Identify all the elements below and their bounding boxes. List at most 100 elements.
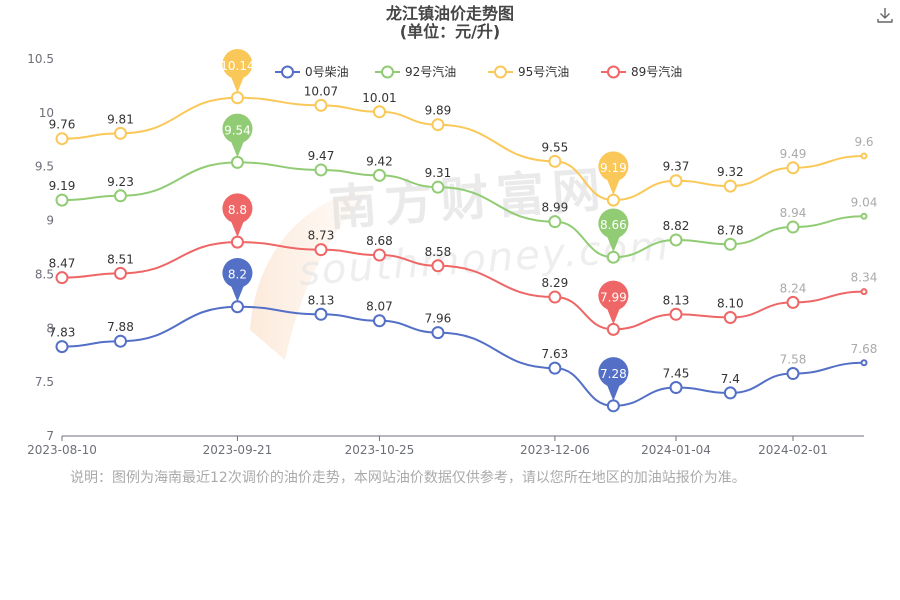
data-point <box>723 311 737 325</box>
data-label: 9.49 <box>780 147 807 161</box>
data-point <box>669 381 683 395</box>
y-tick-label: 10 <box>39 106 54 120</box>
data-point <box>548 290 562 304</box>
pin-label: 9.19 <box>600 161 627 175</box>
data-point <box>230 235 244 249</box>
legend-swatch-dot <box>607 65 620 79</box>
legend-swatch-dot <box>281 65 294 79</box>
data-label: 7.58 <box>780 353 807 367</box>
data-label: 10.01 <box>362 91 396 105</box>
pin-shape <box>222 257 253 302</box>
data-point <box>431 180 445 194</box>
data-label: 8.99 <box>542 201 569 215</box>
chart-title: 龙江镇油价走势图 <box>385 4 514 23</box>
pin-label: 9.54 <box>224 123 251 137</box>
data-label: 7.68 <box>851 342 878 356</box>
data-label: 9.47 <box>308 149 335 163</box>
pin-label: 10.14 <box>220 59 254 73</box>
y-tick-label: 9.5 <box>35 160 54 174</box>
data-label: 8.07 <box>366 300 393 314</box>
y-tick-label: 7 <box>46 429 54 443</box>
data-point <box>786 367 800 381</box>
x-tick-label: 2023-12-06 <box>520 443 590 457</box>
pin-shape <box>222 49 253 93</box>
data-point <box>669 233 683 247</box>
data-point <box>860 212 868 220</box>
y-tick-label: 8.5 <box>35 267 54 281</box>
data-label: 8.13 <box>308 293 335 307</box>
data-label: 7.83 <box>49 326 76 340</box>
pin-label: 7.28 <box>600 367 627 381</box>
data-point <box>860 359 868 367</box>
pin-marker: 9.19 <box>598 151 629 196</box>
data-labels: 7.83 7.88 8.13 8.07 7.96 7.63 7.45 7.4 7.58 7.68 9… <box>49 84 878 386</box>
pin-shape <box>222 113 253 158</box>
data-point <box>723 179 737 193</box>
data-label: 8.58 <box>425 245 452 259</box>
data-point <box>314 98 328 112</box>
legend-label: 89号汽油 <box>631 64 682 79</box>
pin-marker: 9.54 <box>222 113 253 158</box>
data-point <box>431 259 445 273</box>
data-label: 8.94 <box>780 206 807 220</box>
pin-label: 8.66 <box>600 218 627 232</box>
watermark-swoosh <box>250 190 370 360</box>
data-point <box>113 189 127 203</box>
pin-marker: 7.99 <box>598 280 629 325</box>
download-icon[interactable] <box>876 6 894 24</box>
data-label: 7.4 <box>721 372 740 386</box>
pin-marker: 8.2 <box>222 257 253 302</box>
data-point <box>372 105 386 119</box>
data-point <box>431 326 445 340</box>
data-point <box>113 334 127 348</box>
data-point <box>606 193 620 207</box>
y-tick-label: 10.5 <box>27 52 54 66</box>
pin-shape <box>598 151 629 196</box>
pin-marker: 8.8 <box>222 193 253 238</box>
x-tick-label: 2023-10-25 <box>345 443 415 457</box>
data-point <box>548 154 562 168</box>
x-tick-label: 2024-02-01 <box>758 443 828 457</box>
pin-shape <box>598 208 629 253</box>
data-label: 9.81 <box>107 112 134 126</box>
data-label: 8.82 <box>663 219 690 233</box>
legend-label: 0号柴油 <box>305 65 349 79</box>
data-label: 9.32 <box>717 165 744 179</box>
data-point <box>606 322 620 336</box>
pin-marker: 7.28 <box>598 357 629 401</box>
data-point <box>113 126 127 140</box>
pin-shape <box>598 357 629 401</box>
data-point <box>786 161 800 175</box>
data-point <box>230 91 244 105</box>
data-label: 9.04 <box>851 195 878 209</box>
data-label: 8.29 <box>542 276 569 290</box>
data-label: 7.45 <box>663 367 690 381</box>
data-label: 8.68 <box>366 234 393 248</box>
series-layer <box>55 91 868 413</box>
data-point <box>372 314 386 328</box>
data-point <box>113 266 127 280</box>
footnote: 说明：图例为海南最近12次调价的油价走势，本网站油价数据仅供参考，请以您所在地区… <box>70 470 746 486</box>
legend: 0号柴油 92号汽油 95号汽油 89号汽油 <box>275 64 682 79</box>
data-label: 9.31 <box>425 166 452 180</box>
data-label: 7.63 <box>542 347 569 361</box>
data-point <box>314 163 328 177</box>
pin-label: 7.99 <box>600 290 627 304</box>
data-label: 8.34 <box>851 271 878 285</box>
pin-label: 8.2 <box>228 268 247 282</box>
pin-shape <box>222 193 253 238</box>
y-tick-label: 8 <box>46 321 54 335</box>
legend-swatch-dot <box>494 65 507 79</box>
data-point <box>230 300 244 314</box>
data-point <box>314 307 328 321</box>
data-point <box>431 118 445 132</box>
data-point <box>548 215 562 229</box>
data-point <box>55 340 69 354</box>
data-label: 9.76 <box>49 118 76 132</box>
y-tick-label: 7.5 <box>35 375 54 389</box>
data-point <box>372 168 386 182</box>
chart-subtitle: (单位：元/升) <box>399 22 501 41</box>
data-label: 8.73 <box>308 229 335 243</box>
data-point <box>786 220 800 234</box>
